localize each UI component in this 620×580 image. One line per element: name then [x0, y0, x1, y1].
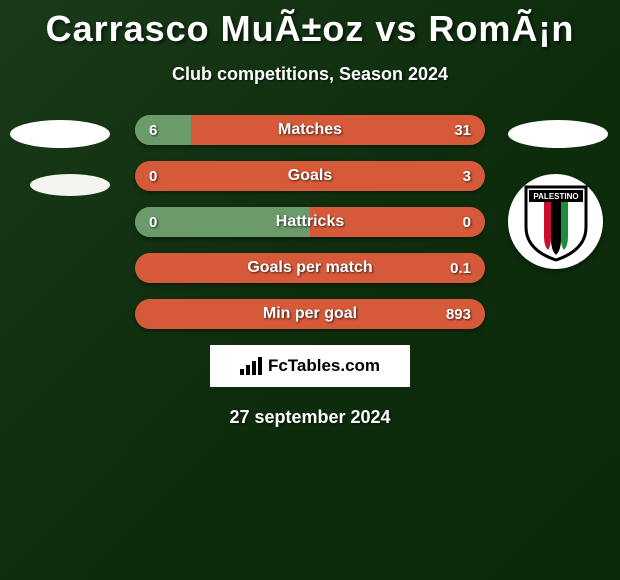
badge-ellipse-2 — [30, 174, 110, 196]
stat-value-left: 0 — [149, 168, 157, 185]
stat-row-matches: 6 Matches 31 — [135, 115, 485, 145]
fctables-text: FcTables.com — [268, 356, 380, 376]
stat-label: Hattricks — [276, 213, 344, 231]
stat-value-right: 0.1 — [450, 260, 471, 277]
stat-value-left: 6 — [149, 122, 157, 139]
subtitle: Club competitions, Season 2024 — [0, 64, 620, 85]
stat-label: Goals — [288, 167, 332, 185]
team-badge-right: PALESTINO — [508, 120, 608, 280]
stat-row-min-per-goal: Min per goal 893 — [135, 299, 485, 329]
stat-row-hattricks: 0 Hattricks 0 — [135, 207, 485, 237]
stat-label: Goals per match — [247, 259, 372, 277]
stat-label: Matches — [278, 121, 342, 139]
team-badge-left — [10, 120, 110, 230]
palestino-logo: PALESTINO — [508, 174, 603, 269]
stat-bar-fill-left — [135, 115, 191, 145]
page-title: Carrasco MuÃ±oz vs RomÃ¡n — [0, 0, 620, 50]
stat-value-right: 893 — [446, 306, 471, 323]
stat-value-left: 0 — [149, 214, 157, 231]
fctables-logo[interactable]: FcTables.com — [210, 345, 410, 387]
stat-value-right: 0 — [463, 214, 471, 231]
stat-value-right: 3 — [463, 168, 471, 185]
badge-ellipse-3 — [508, 120, 608, 148]
stat-row-goals: 0 Goals 3 — [135, 161, 485, 191]
bar-chart-icon — [240, 357, 262, 375]
shield-icon: PALESTINO — [521, 182, 591, 262]
stat-value-right: 31 — [454, 122, 471, 139]
stat-label: Min per goal — [263, 305, 357, 323]
badge-ellipse-1 — [10, 120, 110, 148]
stat-row-goals-per-match: Goals per match 0.1 — [135, 253, 485, 283]
shield-text: PALESTINO — [533, 192, 578, 201]
date-text: 27 september 2024 — [0, 407, 620, 428]
stats-container: 6 Matches 31 0 Goals 3 0 Hattricks 0 Goals per ma… — [135, 115, 485, 329]
